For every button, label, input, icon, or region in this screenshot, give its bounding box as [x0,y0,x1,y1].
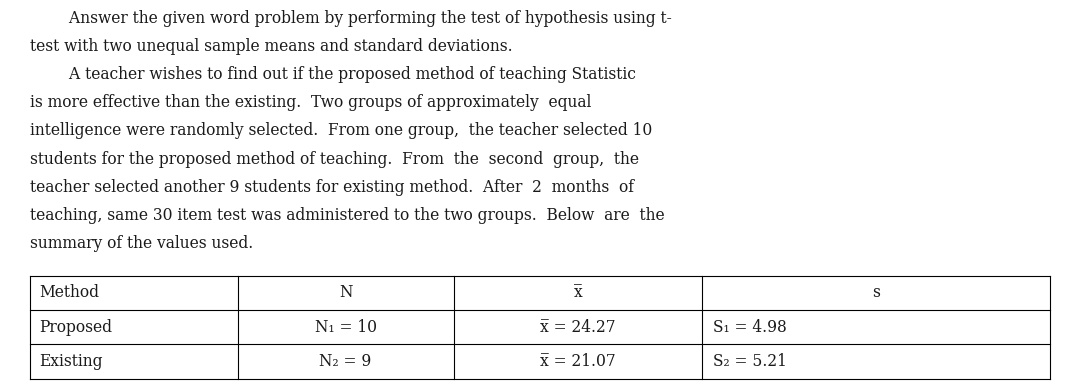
Text: teaching, same 30 item test was administered to the two groups.  Below  are  the: teaching, same 30 item test was administ… [30,207,665,224]
Text: x̅: x̅ [573,284,582,301]
Text: x̅ = 21.07: x̅ = 21.07 [540,353,616,370]
Text: students for the proposed method of teaching.  From  the  second  group,  the: students for the proposed method of teac… [30,151,639,167]
Text: Proposed: Proposed [39,319,112,336]
Text: S₁ = 4.98: S₁ = 4.98 [713,319,786,336]
Text: Answer the given word problem by performing the test of hypothesis using t-: Answer the given word problem by perform… [30,10,672,27]
Text: s: s [872,284,880,301]
Text: Existing: Existing [39,353,103,370]
Text: test with two unequal sample means and standard deviations.: test with two unequal sample means and s… [30,38,513,55]
Text: A teacher wishes to find out if the proposed method of teaching Statistic: A teacher wishes to find out if the prop… [30,66,636,83]
Text: teacher selected another 9 students for existing method.  After  2  months  of: teacher selected another 9 students for … [30,179,634,196]
Text: Method: Method [39,284,99,301]
Text: intelligence were randomly selected.  From one group,  the teacher selected 10: intelligence were randomly selected. Fro… [30,122,652,139]
Text: summary of the values used.: summary of the values used. [30,235,254,252]
Text: S₂ = 5.21: S₂ = 5.21 [713,353,786,370]
Text: is more effective than the existing.  Two groups of approximately  equal: is more effective than the existing. Two… [30,94,592,111]
Text: x̅ = 24.27: x̅ = 24.27 [540,319,616,336]
Text: N: N [339,284,352,301]
Text: N₂ = 9: N₂ = 9 [320,353,372,370]
Text: N₁ = 10: N₁ = 10 [314,319,377,336]
